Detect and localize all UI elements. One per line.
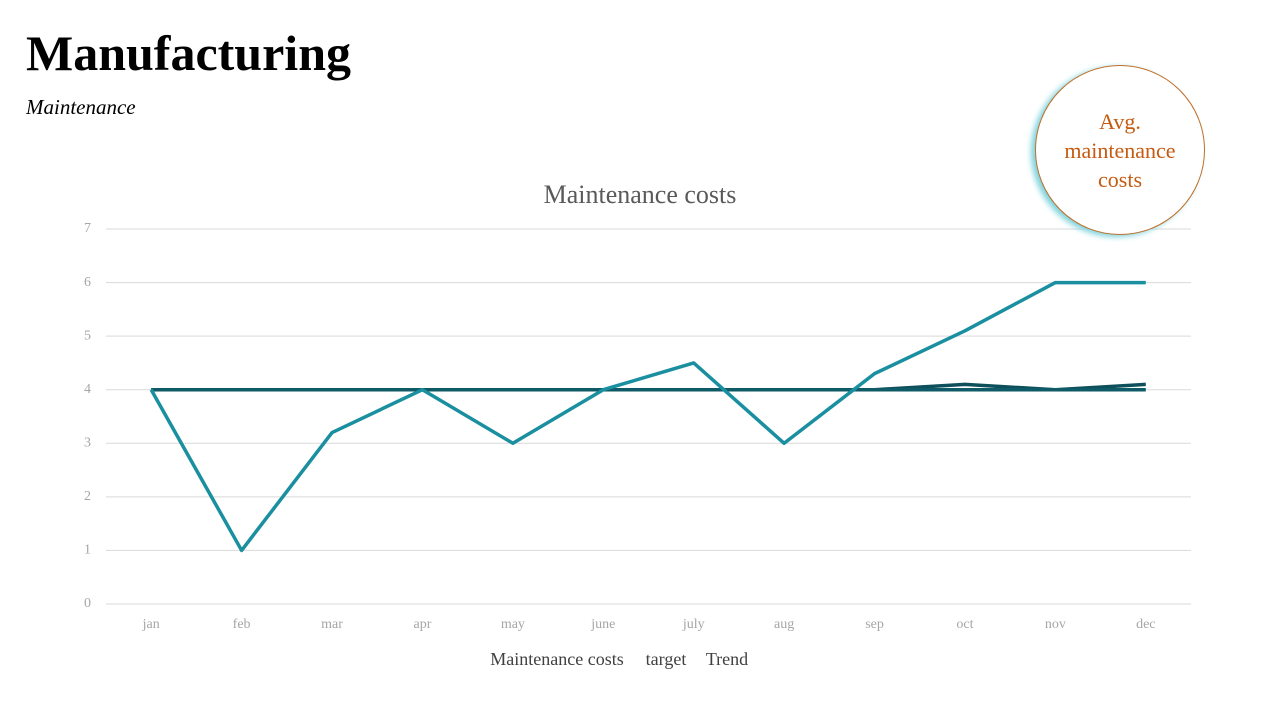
slide-title: Manufacturing <box>26 25 351 81</box>
y-tick-label: 2 <box>84 489 91 504</box>
x-tick-label: aug <box>774 617 794 632</box>
y-tick-label: 3 <box>84 436 91 451</box>
x-tick-label: dec <box>1136 617 1155 632</box>
x-tick-label: june <box>590 617 615 632</box>
legend-label: Maintenance costs <box>490 649 623 669</box>
series-line <box>149 280 1146 553</box>
y-tick-label: 4 <box>84 382 91 397</box>
slide-subtitle: Maintenance <box>26 95 136 119</box>
x-tick-label: july <box>682 617 705 632</box>
y-tick-label: 7 <box>84 221 91 236</box>
legend-label: target <box>646 649 687 669</box>
chart-title: Maintenance costs <box>544 180 737 209</box>
x-tick-label: oct <box>956 617 973 632</box>
callout: Avg. maintenance costs <box>1035 65 1205 235</box>
x-tick-label: sep <box>865 617 884 632</box>
x-tick-label: feb <box>233 617 251 632</box>
y-tick-label: 1 <box>84 543 91 558</box>
y-tick-label: 0 <box>84 596 91 611</box>
x-tick-label: mar <box>321 617 343 632</box>
x-tick-label: nov <box>1045 617 1066 632</box>
y-tick-label: 5 <box>84 328 91 343</box>
x-tick-label: may <box>501 617 525 632</box>
y-tick-label: 6 <box>84 275 91 290</box>
x-tick-label: jan <box>142 617 160 632</box>
legend-label: Trend <box>706 649 748 669</box>
x-tick-label: apr <box>414 617 432 632</box>
